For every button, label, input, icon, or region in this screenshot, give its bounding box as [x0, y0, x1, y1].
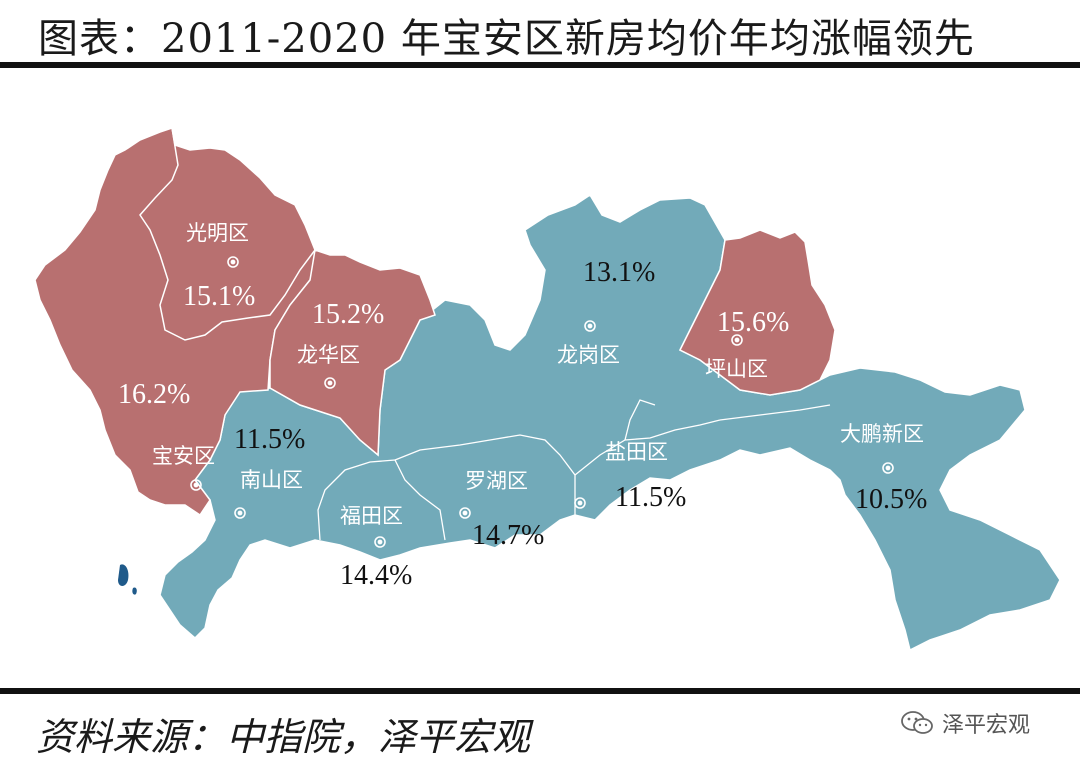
bottom-divider: [0, 688, 1080, 694]
district-value-baoan: 16.2%: [118, 379, 190, 410]
watermark-text: 泽平宏观: [942, 713, 1031, 738]
district-value-nanshan: 11.5%: [234, 424, 305, 455]
wechat-icon: [901, 711, 933, 734]
top-divider: [0, 62, 1080, 68]
district-value-longhua: 15.2%: [312, 299, 384, 330]
district-name-luohu: 罗湖区: [465, 469, 528, 493]
district-name-futian: 福田区: [340, 504, 403, 528]
shenzhen-district-map: 光明区 宝安区 龙华区 坪山区 南山区 福田区 罗湖区 盐田区 龙岗区 大鹏新区…: [34, 127, 1061, 652]
page-title: 图表：2011-2020 年宝安区新房均价年均涨幅领先: [38, 16, 975, 62]
island-2: [132, 587, 137, 595]
region-base-landmass: [159, 193, 1061, 652]
district-markers: [190, 256, 894, 548]
district-name-longhua: 龙华区: [297, 343, 360, 367]
district-value-guangming: 15.1%: [183, 281, 255, 312]
district-name-yantian: 盐田区: [605, 440, 668, 464]
district-name-nanshan: 南山区: [240, 468, 303, 492]
district-value-yantian: 11.5%: [615, 482, 686, 513]
district-name-baoan: 宝安区: [152, 444, 215, 468]
district-name-guangming: 光明区: [186, 221, 249, 245]
district-value-longgang: 13.1%: [583, 257, 655, 288]
source-note: 资料来源：中指院，泽平宏观: [36, 715, 531, 759]
island-1: [118, 564, 129, 586]
watermark: 泽平宏观: [900, 706, 1030, 740]
region-guangming: [139, 127, 316, 341]
district-value-pingshan: 15.6%: [717, 307, 789, 338]
district-value-futian: 14.4%: [340, 560, 412, 591]
region-longhua: [269, 249, 436, 457]
district-name-dapeng: 大鹏新区: [840, 422, 924, 446]
region-pingshan: [678, 229, 836, 396]
district-value-dapeng: 10.5%: [855, 484, 927, 515]
district-borders: [317, 399, 831, 541]
district-name-longgang: 龙岗区: [557, 343, 620, 367]
district-value-luohu: 14.7%: [472, 520, 544, 551]
district-name-pingshan: 坪山区: [705, 357, 768, 381]
